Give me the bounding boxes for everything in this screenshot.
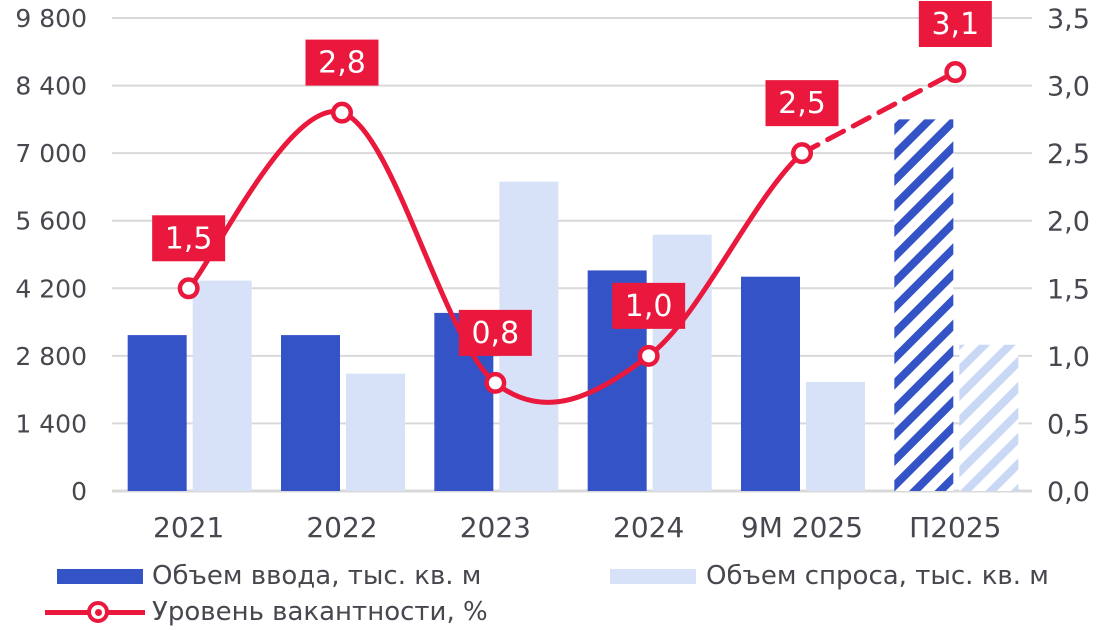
vacancy-point-marker-2021 bbox=[177, 277, 200, 300]
left-axis-tick-label: 8 400 bbox=[15, 72, 87, 101]
x-axis-label: 9М 2025 bbox=[741, 511, 863, 544]
x-axis-label: 2021 bbox=[153, 511, 224, 544]
vacancy-value-label: 1,5 bbox=[165, 221, 213, 256]
left-axis-tick-label: 4 200 bbox=[15, 274, 87, 303]
legend-item-supply-volume: Объем ввода, тыс. кв. м bbox=[57, 561, 481, 591]
left-axis-tick-label: 9 800 bbox=[15, 4, 87, 33]
vacancy-value-callout bbox=[918, 1, 992, 47]
x-axis-label: 2022 bbox=[306, 511, 377, 544]
bar-supply-volume-П2025 bbox=[894, 119, 954, 491]
vacancy-point-marker-2023 bbox=[484, 371, 507, 394]
right-axis-tick-label: 0,5 bbox=[1047, 409, 1090, 440]
vacancy-value-callout bbox=[458, 309, 532, 356]
right-axis-tick-label: 2,0 bbox=[1047, 207, 1090, 238]
x-axis-label: П2025 bbox=[909, 511, 1001, 544]
left-axis-tick-label: 5 600 bbox=[15, 207, 87, 236]
legend-swatch-vacancy-line bbox=[45, 600, 145, 624]
vacancy-line-dashed-forecast bbox=[799, 69, 958, 156]
right-axis-tick-label: 3,0 bbox=[1047, 72, 1090, 103]
bar-supply-volume-2021 bbox=[127, 335, 187, 491]
vacancy-line-solid bbox=[186, 109, 805, 405]
vacancy-value-label: 1,0 bbox=[625, 289, 673, 324]
bar-demand-volume-2024 bbox=[652, 234, 712, 491]
vacancy-value-callout bbox=[612, 282, 686, 329]
vacancy-value-callout bbox=[152, 215, 226, 262]
legend-marker-core-icon bbox=[95, 609, 102, 616]
vacancy-point-marker-П2025 bbox=[944, 61, 967, 84]
right-axis-tick-label: 3,5 bbox=[1047, 4, 1090, 35]
legend-item-vacancy-rate: Уровень вакантности, % bbox=[45, 597, 488, 627]
vacancy-value-label: 2,5 bbox=[778, 86, 826, 121]
bar-demand-volume-2022 bbox=[346, 373, 405, 491]
bar-supply-volume-2022 bbox=[281, 335, 340, 491]
legend-label-supply-volume: Объем ввода, тыс. кв. м bbox=[152, 561, 482, 591]
legend-label-demand-volume: Объем спроса, тыс. кв. м bbox=[706, 561, 1049, 591]
left-axis-tick-label: 2 800 bbox=[15, 342, 87, 371]
bar-supply-volume-9М 2025 bbox=[741, 276, 800, 491]
vacancy-value-label: 2,8 bbox=[318, 46, 366, 81]
vacancy-value-label: 0,8 bbox=[471, 316, 519, 351]
vacancy-point-marker-2022 bbox=[331, 101, 353, 124]
legend-label-vacancy-rate: Уровень вакантности, % bbox=[152, 597, 488, 627]
legend-item-demand-volume: Объем спроса, тыс. кв. м bbox=[610, 561, 1049, 591]
vacancy-value-label: 3,1 bbox=[931, 7, 979, 42]
bar-demand-volume-П2025 bbox=[959, 344, 1019, 491]
x-axis-label: 2023 bbox=[460, 511, 531, 544]
left-axis-tick-label: 1 400 bbox=[15, 409, 87, 438]
vacancy-value-callout bbox=[765, 80, 839, 127]
vacancy-point-marker-2024 bbox=[637, 344, 660, 367]
legend-swatch-supply-volume bbox=[57, 568, 143, 584]
left-axis-tick-label: 7 000 bbox=[15, 139, 87, 168]
right-axis-tick-label: 0,0 bbox=[1047, 477, 1090, 508]
bar-demand-volume-2021 bbox=[192, 280, 252, 491]
right-axis-tick-label: 2,5 bbox=[1047, 139, 1090, 170]
x-axis-label: 2024 bbox=[613, 511, 684, 544]
right-axis-tick-label: 1,0 bbox=[1047, 342, 1090, 373]
left-axis-tick-label: 0 bbox=[71, 477, 87, 506]
vacancy-point-marker-9М 2025 bbox=[791, 142, 813, 165]
bar-demand-volume-9М 2025 bbox=[806, 381, 865, 491]
right-axis-tick-label: 1,5 bbox=[1047, 274, 1090, 305]
legend-swatch-demand-volume bbox=[610, 568, 696, 584]
vacancy-value-callout bbox=[305, 39, 379, 86]
